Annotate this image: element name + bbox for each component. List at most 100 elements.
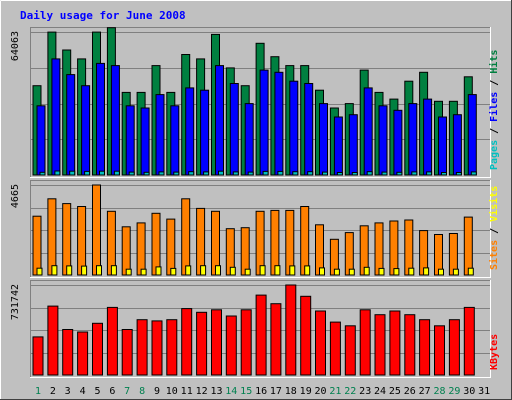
visits-panel-bar-visits — [404, 219, 414, 276]
kbytes-panel-bar-kbytes — [196, 311, 208, 376]
kbytes-panel-bar-kbytes — [315, 310, 326, 376]
hits-panel-ymax-label: 64063 — [10, 31, 21, 61]
visits-panel-bar-sites — [378, 267, 385, 276]
kbytes-panel-bar-kbytes — [270, 303, 282, 376]
x-tick-label: 29 — [448, 386, 460, 397]
hits-panel-bar-pages — [188, 171, 195, 176]
kbytes-panel-bar-kbytes — [300, 295, 312, 376]
visits-panel-bar-sites — [348, 268, 355, 276]
hits-panel-bar-pages — [69, 170, 76, 176]
x-tick-label: 14 — [225, 386, 237, 397]
visits-panel-bar-sites — [363, 266, 370, 276]
visits-panel-bar-visits — [240, 227, 250, 276]
hits-panel-bar-files — [304, 83, 314, 176]
hits-panel-bar-files — [125, 105, 135, 176]
x-tick-label: 17 — [270, 386, 282, 397]
side-label-visits: Visits — [488, 186, 500, 222]
hits-panel-bar-pages — [113, 170, 120, 176]
x-tick-label: 18 — [285, 386, 297, 397]
x-tick-label: 20 — [314, 386, 326, 397]
hits-panel-bar-pages — [158, 171, 165, 176]
side-label-separator: / — [489, 222, 500, 240]
visits-panel-bar-visits — [181, 198, 191, 276]
side-label-separator: / — [489, 122, 500, 140]
visits-panel-bar-sites — [274, 265, 281, 276]
hits-panel-bar-pages — [441, 172, 447, 176]
hits-panel-bar-pages — [128, 171, 135, 176]
kbytes-panel-bar-kbytes — [329, 321, 341, 376]
visits-panel-bar-visits — [463, 216, 473, 276]
visits-panel-bar-sites — [244, 268, 251, 276]
kbytes-panel-bar-kbytes — [151, 320, 163, 376]
visits-panel-bar-sites — [304, 265, 311, 276]
kbytes-panel-bar-kbytes — [359, 309, 371, 376]
visits-panel-bar-sites — [96, 265, 102, 276]
visits-panel-bar-sites — [110, 265, 117, 276]
hits-panel-bar-files — [170, 105, 180, 176]
visits-panel-bar-sites — [36, 267, 43, 276]
x-tick-label: 30 — [463, 386, 475, 397]
x-tick-label: 8 — [139, 386, 145, 397]
hits-panel-bar-files — [363, 87, 373, 176]
visits-panel-ymax-label: 4665 — [10, 184, 21, 208]
visits-panel-bar-visits — [166, 218, 176, 276]
kbytes-panel-bar-kbytes — [240, 309, 252, 376]
visits-panel-bar-sites — [51, 265, 58, 276]
kbytes-panel-bar-kbytes — [225, 315, 237, 376]
x-tick-label: 12 — [196, 386, 208, 397]
hits-panel-bar-files — [110, 65, 120, 176]
kbytes-panel-side-label: KBytes — [489, 334, 500, 370]
x-tick-label: 31 — [478, 386, 490, 397]
hits-panel-bar-files — [244, 103, 254, 176]
hits-panel-bar-pages — [173, 171, 180, 176]
hits-panel-bar-pages — [54, 170, 61, 176]
hits-panel-bar-files — [81, 85, 91, 176]
kbytes-panel-bar-kbytes — [374, 314, 386, 376]
hits-panel-bar-pages — [470, 171, 477, 176]
hits-panel-bar-files — [155, 94, 165, 176]
kbytes-panel-bar-kbytes — [47, 305, 59, 376]
x-tick-label: 28 — [433, 386, 445, 397]
kbytes-panel-bar-kbytes — [92, 322, 103, 376]
x-tick-label: 13 — [210, 386, 222, 397]
kbytes-panel-bar-kbytes — [389, 310, 401, 376]
visits-panel: 4665 Sites / Visits — [10, 180, 500, 278]
hits-panel-bar-pages — [351, 172, 358, 176]
kbytes-panel-bar-kbytes — [121, 329, 133, 376]
kbytes-panel-bar-kbytes — [32, 336, 44, 376]
visits-panel-side-label: Sites / Visits — [488, 186, 500, 270]
hits-panel-bar-pages — [396, 171, 403, 176]
kbytes-panel-bar-kbytes — [211, 309, 222, 376]
visits-panel-bar-sites — [155, 266, 162, 276]
x-tick-label: 7 — [124, 386, 130, 397]
x-tick-label: 1 — [35, 386, 41, 397]
side-label-separator: / — [489, 74, 500, 92]
hits-panel-bar-pages — [292, 171, 299, 176]
visits-panel-bar-sites — [319, 267, 325, 276]
visits-panel-bar-visits — [136, 222, 146, 276]
hits-panel-bar-files — [393, 109, 403, 176]
chart-title: Daily usage for June 2008 — [20, 9, 186, 22]
visits-panel-bar-sites — [170, 267, 177, 276]
visits-panel-bar-sites — [229, 266, 236, 276]
hits-panel-bar-files — [200, 89, 210, 176]
hits-panel-bar-files — [467, 94, 477, 176]
kbytes-panel-bar-kbytes — [448, 319, 460, 376]
kbytes-panel-ymax-label: 731742 — [10, 284, 21, 320]
visits-panel-bar-sites — [125, 268, 132, 276]
x-tick-label: 23 — [359, 386, 371, 397]
side-label-kbytes: KBytes — [489, 334, 500, 370]
hits-panel-bar-files — [51, 58, 61, 176]
kbytes-panel-bar-kbytes — [166, 319, 178, 376]
hits-panel-bar-pages — [455, 172, 462, 176]
hits-panel-bar-files — [423, 98, 433, 176]
hits-panel-bar-files — [140, 107, 150, 176]
visits-panel-bar-sites — [66, 265, 73, 276]
kbytes-panel-bar-kbytes — [255, 294, 267, 376]
hits-panel-bar-pages — [381, 171, 388, 176]
x-tick-label: 27 — [419, 386, 431, 397]
hits-panel-bar-files — [215, 65, 224, 176]
x-tick-label: 15 — [240, 386, 252, 397]
visits-panel-bar-sites — [215, 265, 221, 276]
hits-panel-bar-files — [259, 69, 269, 176]
